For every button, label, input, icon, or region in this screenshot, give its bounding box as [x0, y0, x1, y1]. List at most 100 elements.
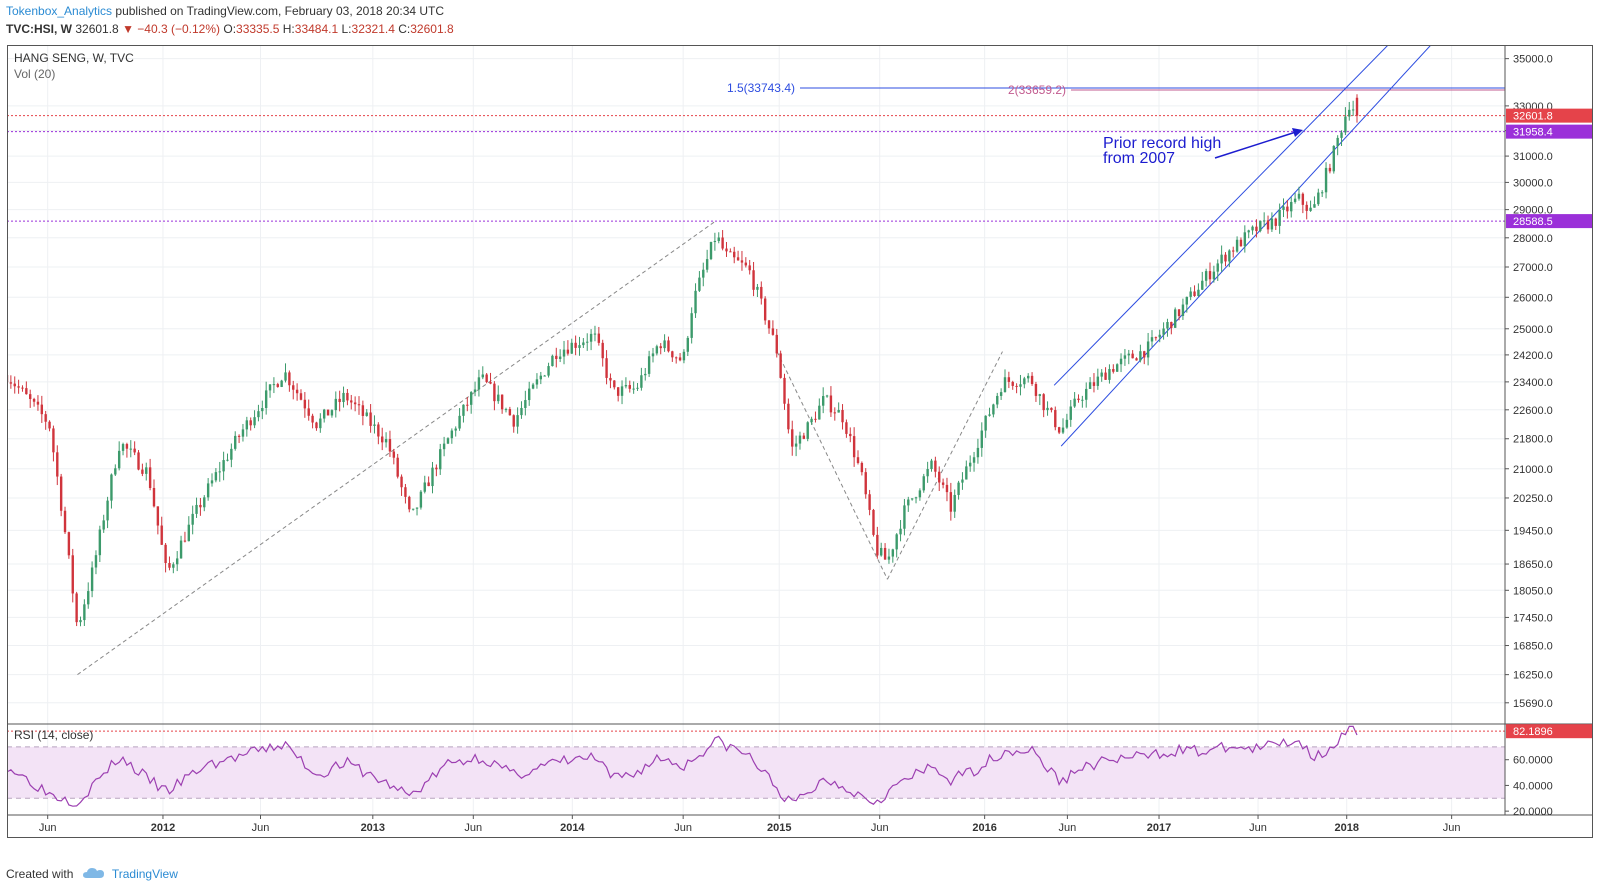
candle-body — [500, 394, 504, 410]
candle-body — [423, 482, 426, 492]
candle-body — [357, 404, 361, 406]
candle-body — [1255, 226, 1258, 232]
candle-body — [1023, 378, 1026, 385]
candle-body — [1204, 271, 1208, 281]
candle-body — [497, 394, 500, 402]
candle-body — [206, 483, 210, 498]
candle-body — [431, 467, 434, 487]
candle-body — [918, 490, 922, 498]
candle-body — [1038, 394, 1042, 396]
candle-body — [841, 409, 844, 423]
candle-body — [237, 435, 241, 437]
candle-body — [671, 351, 674, 358]
candle-body — [1274, 218, 1277, 226]
price-change: ▼ −40.3 (−0.12%) — [122, 22, 221, 36]
candle-body — [303, 399, 307, 409]
candle-body — [907, 499, 910, 506]
candle-body — [802, 435, 806, 439]
time-tick-label: Jun — [674, 822, 692, 834]
candle-body — [891, 549, 895, 557]
price-tick-label: 18650.0 — [1513, 559, 1553, 571]
candle-body — [230, 448, 233, 460]
candle-body — [17, 386, 20, 388]
candle-body — [1336, 137, 1339, 147]
candle-body — [446, 438, 450, 444]
candle-body — [148, 467, 152, 488]
candle-body — [384, 439, 388, 443]
candle-body — [1077, 398, 1080, 401]
candle-body — [71, 555, 74, 594]
candle-body — [930, 460, 933, 470]
candle-body — [644, 373, 647, 376]
candle-body — [1115, 364, 1119, 372]
rsi-line — [7, 725, 1358, 807]
candle-body — [1247, 230, 1250, 233]
candle-body — [651, 353, 655, 357]
candle-body — [442, 443, 446, 450]
open-value: 33335.5 — [236, 22, 280, 36]
candle-body — [36, 401, 40, 405]
tradingview-brand[interactable]: TradingView — [111, 867, 178, 881]
price-tick-label: 15690.0 — [1513, 698, 1553, 710]
candle-body — [1235, 239, 1239, 252]
candle-body — [361, 405, 365, 416]
candle-body — [83, 604, 86, 621]
candle-body — [400, 476, 403, 488]
high-value: 33484.1 — [294, 22, 339, 36]
candle-body — [67, 532, 71, 556]
candle-body — [311, 415, 314, 423]
candle-body — [1042, 394, 1045, 411]
candle-body — [1193, 291, 1196, 297]
candle-body — [284, 372, 287, 381]
candle-body — [1317, 192, 1320, 205]
candle-body — [914, 497, 918, 499]
candle-body — [860, 462, 864, 473]
candle-body — [705, 259, 709, 270]
price-tick-label: 20250.0 — [1513, 493, 1553, 505]
swing-line-2011-2015 — [77, 220, 717, 676]
candle-body — [806, 422, 809, 439]
candle-body — [1290, 201, 1293, 212]
candle-body — [1088, 382, 1092, 389]
candle-body — [953, 494, 956, 512]
price-tick-label: 29000.0 — [1513, 205, 1553, 217]
candle-body — [485, 374, 488, 383]
candle-body — [558, 356, 562, 359]
candle-body — [1228, 250, 1231, 262]
candle-body — [396, 457, 399, 477]
rsi-tick-label: 20.0000 — [1513, 806, 1553, 818]
candle-body — [168, 563, 171, 568]
candle-body — [288, 372, 291, 386]
time-tick-label: Jun — [464, 822, 482, 834]
candle-body — [199, 504, 202, 508]
candle-body — [164, 544, 167, 564]
candle-body — [616, 387, 620, 396]
candle-body — [1092, 382, 1096, 386]
candle-body — [1201, 280, 1204, 290]
candle-body — [609, 377, 612, 381]
candle-body — [868, 494, 871, 510]
author-link[interactable]: Tokenbox_Analytics — [6, 4, 113, 18]
candle-body — [1348, 109, 1351, 117]
candle-body — [597, 333, 601, 343]
candle-body — [9, 382, 13, 384]
candle-body — [477, 377, 481, 390]
candle-body — [1340, 132, 1343, 138]
time-tick-label: 2014 — [560, 822, 585, 834]
candle-body — [771, 328, 775, 335]
price-tick-label: 19450.0 — [1513, 525, 1553, 537]
hang-seng-chart[interactable]: 1.5(33743.4) 2(33659.2) Prior record highf… — [7, 45, 1593, 857]
candle-body — [674, 357, 678, 359]
candle-body — [187, 524, 191, 542]
candle-body — [632, 388, 635, 390]
candle-body — [524, 400, 527, 408]
candle-body — [999, 392, 1003, 396]
candle-body — [1100, 372, 1103, 377]
candle-body — [733, 251, 736, 258]
candle-body — [1119, 358, 1123, 365]
price-tick-label: 23400.0 — [1513, 377, 1553, 389]
candle-body — [276, 384, 279, 387]
time-tick-label: Jun — [1059, 822, 1077, 834]
published-text: published on TradingView.com, February 0… — [115, 4, 445, 18]
candle-body — [342, 392, 345, 403]
